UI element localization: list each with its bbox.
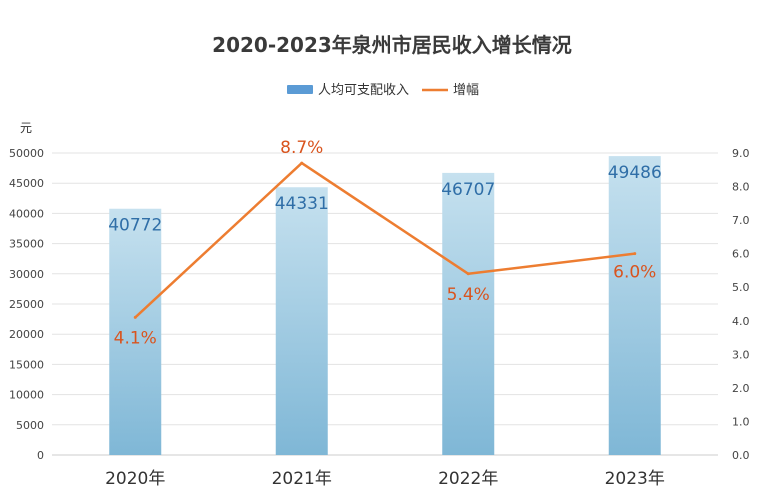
line-point	[633, 252, 637, 256]
category-label: 2021年	[272, 469, 332, 489]
line-value-label: 4.1%	[114, 328, 157, 348]
growth-line	[133, 161, 637, 319]
right-tick-label: 4.0	[732, 315, 750, 328]
line-value-label: 8.7%	[280, 138, 323, 158]
gridlines	[52, 152, 718, 456]
left-tick-label: 30000	[9, 268, 44, 281]
right-axis: 0.0 1.0 2.0 3.0 4.0 5.0 6.0 7.0 8.0 9.0	[732, 147, 750, 462]
line-point	[300, 161, 304, 165]
left-tick-label: 50000	[9, 147, 44, 160]
left-tick-label: 35000	[9, 238, 44, 251]
legend: 人均可支配收入 增幅	[287, 83, 479, 98]
left-tick-label: 25000	[9, 298, 44, 311]
legend-swatch-bar	[287, 85, 313, 94]
left-tick-label: 10000	[9, 389, 44, 402]
bars	[109, 156, 661, 456]
left-tick-label: 45000	[9, 177, 44, 190]
bar-value-label: 44331	[275, 194, 329, 214]
left-tick-label: 40000	[9, 207, 44, 220]
data-labels: 40772 44331 46707 49486 4.1% 8.7% 5.4% 6.0%	[108, 138, 662, 348]
category-label: 2022年	[438, 469, 498, 489]
growth-line-path	[134, 161, 635, 319]
left-tick-label: 0	[37, 449, 44, 462]
right-tick-label: 8.0	[732, 181, 750, 194]
right-tick-label: 6.0	[732, 248, 750, 261]
bar	[608, 156, 661, 455]
category-label: 2023年	[605, 469, 665, 489]
line-point	[466, 272, 470, 276]
right-tick-label: 9.0	[732, 147, 750, 160]
bar	[109, 208, 162, 455]
line-point	[133, 315, 137, 319]
bar-value-label: 46707	[441, 180, 495, 200]
line-value-label: 5.4%	[447, 285, 490, 305]
left-axis-unit: 元	[20, 121, 32, 135]
x-axis: 2020年 2021年 2022年 2023年	[105, 469, 665, 489]
bar	[275, 187, 328, 455]
left-tick-label: 5000	[16, 419, 44, 432]
right-tick-label: 7.0	[732, 214, 750, 227]
left-axis: 0 5000 10000 15000 20000 25000 30000 35000 40000…	[9, 147, 44, 462]
line-value-label: 6.0%	[613, 263, 656, 283]
chart-title: 2020-2023年泉州市居民收入增长情况	[212, 33, 572, 57]
right-tick-label: 1.0	[732, 415, 750, 428]
right-tick-label: 0.0	[732, 449, 750, 462]
category-label: 2020年	[105, 469, 165, 489]
right-tick-label: 5.0	[732, 281, 750, 294]
left-tick-label: 15000	[9, 358, 44, 371]
bar-value-label: 49486	[608, 163, 662, 183]
right-tick-label: 2.0	[732, 382, 750, 395]
legend-label-bar: 人均可支配收入	[318, 83, 409, 98]
legend-label-line: 增幅	[453, 83, 479, 98]
right-tick-label: 3.0	[732, 348, 750, 361]
bar-value-label: 40772	[108, 216, 162, 236]
left-tick-label: 20000	[9, 328, 44, 341]
bar	[442, 172, 495, 456]
